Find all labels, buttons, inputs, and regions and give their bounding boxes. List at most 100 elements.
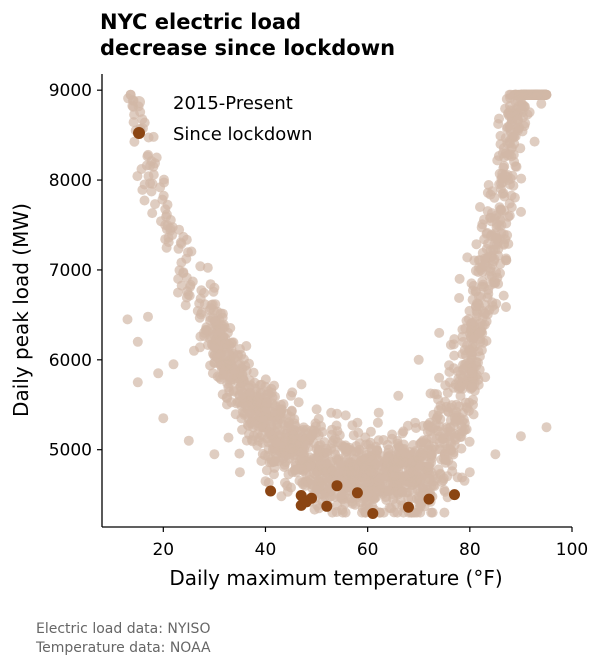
historic-point xyxy=(217,312,228,323)
historic-point xyxy=(467,318,478,328)
historic-point xyxy=(454,293,465,303)
historic-point xyxy=(214,326,225,337)
historic-point xyxy=(271,437,282,448)
historic-point xyxy=(360,474,371,485)
historic-point xyxy=(219,366,230,377)
historic-point xyxy=(457,365,468,375)
legend-label-historic: 2015-Present xyxy=(173,93,293,114)
historic-point xyxy=(336,457,347,468)
historic-point xyxy=(516,173,527,184)
historic-point xyxy=(469,255,480,266)
historic-point xyxy=(541,89,552,100)
historic-point xyxy=(426,507,437,518)
historic-point xyxy=(430,419,441,430)
historic-point xyxy=(509,132,520,143)
historic-point xyxy=(342,482,353,493)
lockdown-point xyxy=(321,500,333,512)
historic-point xyxy=(263,389,274,400)
historic-point xyxy=(225,359,236,370)
historic-point xyxy=(445,427,456,437)
historic-point xyxy=(489,192,500,203)
historic-point xyxy=(371,486,382,497)
historic-point xyxy=(379,473,390,484)
historic-point xyxy=(444,377,455,388)
historic-point xyxy=(147,208,158,219)
historic-point xyxy=(426,433,437,444)
historic-point xyxy=(474,351,485,362)
historic-point xyxy=(258,415,269,426)
historic-point xyxy=(440,457,451,468)
historic-point xyxy=(492,155,503,166)
historic-point xyxy=(205,279,216,290)
historic-point xyxy=(234,448,245,459)
chart-title-line-1: NYC electric load xyxy=(100,10,301,34)
historic-point xyxy=(286,390,296,401)
lockdown-point xyxy=(331,480,343,492)
historic-point xyxy=(431,444,442,455)
y-tick-label: 6000 xyxy=(49,351,92,371)
historic-point xyxy=(471,360,482,371)
historic-point xyxy=(479,308,490,319)
historic-point xyxy=(139,179,150,190)
historic-point xyxy=(412,474,422,485)
y-tick-label: 7000 xyxy=(49,261,92,281)
historic-point xyxy=(479,214,489,225)
historic-point xyxy=(413,491,424,502)
historic-point xyxy=(420,451,431,462)
historic-point xyxy=(264,426,275,437)
historic-points-layer xyxy=(122,89,552,518)
historic-point xyxy=(418,421,429,431)
historic-point xyxy=(442,471,453,482)
source-note-temperature: Temperature data: NOAA xyxy=(35,640,211,656)
lockdown-point xyxy=(367,508,379,519)
historic-point xyxy=(494,179,505,190)
historic-point xyxy=(462,403,473,414)
historic-point xyxy=(311,404,322,415)
historic-point xyxy=(337,507,348,518)
lockdown-point xyxy=(423,493,435,505)
y-axis-ticks: 5000 6000 7000 8000 9000 xyxy=(49,81,102,461)
historic-point xyxy=(180,300,191,311)
historic-point xyxy=(425,388,436,399)
y-axis-label: Daily peak load (MW) xyxy=(9,203,33,417)
historic-point xyxy=(491,219,502,230)
historic-point xyxy=(452,472,463,483)
historic-point xyxy=(189,345,199,356)
lockdown-points-layer xyxy=(265,480,460,519)
historic-point xyxy=(132,377,143,388)
historic-point xyxy=(132,336,143,347)
historic-point xyxy=(439,507,450,518)
historic-point xyxy=(481,336,492,346)
historic-point xyxy=(449,350,460,361)
historic-point xyxy=(498,290,509,301)
historic-point xyxy=(228,337,239,348)
historic-point xyxy=(173,287,183,298)
historic-point xyxy=(143,311,153,322)
historic-point xyxy=(122,314,133,325)
historic-point xyxy=(367,455,378,466)
chart-title-line-2: decrease since lockdown xyxy=(100,36,395,60)
historic-point xyxy=(446,438,457,449)
historic-point xyxy=(434,327,445,338)
historic-point xyxy=(483,180,494,190)
historic-point xyxy=(501,255,511,266)
historic-point xyxy=(185,281,196,292)
historic-point xyxy=(495,268,505,279)
historic-point xyxy=(450,415,461,426)
historic-point xyxy=(536,98,547,109)
historic-point xyxy=(247,436,258,447)
historic-point xyxy=(482,262,493,272)
historic-point xyxy=(266,416,277,427)
historic-point xyxy=(445,402,456,413)
historic-point xyxy=(235,344,245,354)
historic-point xyxy=(260,381,271,392)
historic-point xyxy=(439,485,450,496)
historic-point xyxy=(202,262,213,273)
historic-point xyxy=(334,430,345,441)
historic-point xyxy=(148,169,159,180)
historic-point xyxy=(506,190,517,201)
historic-point xyxy=(248,422,259,433)
historic-point xyxy=(490,449,501,460)
historic-point xyxy=(397,428,408,439)
historic-point xyxy=(196,307,207,318)
